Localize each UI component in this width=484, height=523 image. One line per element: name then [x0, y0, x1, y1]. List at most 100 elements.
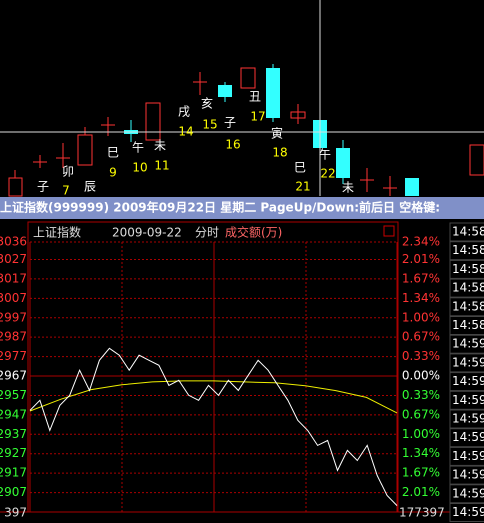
price-tick: 3017	[0, 271, 27, 285]
candle	[336, 148, 350, 178]
time-cell	[449, 465, 484, 485]
zodiac-label: 戌	[178, 105, 190, 119]
time-cell	[449, 353, 484, 373]
candle	[266, 68, 280, 118]
header-volume: 成交额(万)	[225, 225, 282, 240]
time-cell	[449, 297, 484, 317]
zodiac-label: 辰	[84, 180, 96, 194]
price-tick: 2917	[0, 466, 27, 480]
day-label: 15	[202, 118, 217, 132]
percent-tick: 1.34%	[402, 446, 440, 460]
time-label: 14:59	[452, 374, 484, 388]
header-mode: 分时	[195, 226, 219, 240]
zodiac-label: 子	[37, 180, 49, 194]
percent-tick: 2.01%	[402, 252, 440, 266]
price-tick: 2977	[0, 349, 27, 363]
time-label: 14:59	[452, 449, 484, 463]
time-label: 14:59	[452, 430, 484, 444]
zodiac-label: 未	[342, 181, 354, 195]
day-label: 14	[178, 125, 193, 139]
time-label: 14:58	[452, 262, 484, 276]
time-label: 14:58	[452, 243, 484, 257]
percent-tick: 1.34%	[402, 291, 440, 305]
title-bar	[0, 197, 484, 219]
price-tick: 2927	[0, 446, 27, 460]
percent-tick: 1.67%	[402, 466, 440, 480]
volume-right: 177397	[399, 506, 445, 520]
volume-left: 397	[4, 506, 27, 520]
kline-panel: 子卯辰巳午未戌亥子丑寅巳午未79 10 1114 151617182122	[0, 0, 484, 198]
time-cell	[449, 316, 484, 335]
candle	[145, 102, 161, 141]
price-tick: 2997	[0, 310, 27, 324]
percent-tick: 0.67%	[402, 407, 440, 421]
percent-tick: 1.00%	[402, 310, 440, 324]
time-cell	[449, 484, 484, 504]
percent-tick: 2.34%	[402, 235, 440, 249]
price-tick: 2947	[0, 407, 27, 421]
candle	[469, 144, 484, 176]
day-label: 18	[272, 146, 287, 160]
zodiac-label: 丑	[249, 90, 261, 104]
price-line	[29, 347, 398, 506]
zodiac-label: 巳	[294, 161, 306, 175]
price-tick: 3007	[0, 291, 27, 305]
price-tick: 2987	[0, 330, 27, 344]
candle	[218, 85, 232, 97]
percent-tick: 1.67%	[402, 271, 440, 285]
time-cell	[449, 278, 484, 298]
time-label: 14:59	[452, 505, 484, 519]
zodiac-label: 未	[154, 139, 166, 153]
zodiac-label: 午	[132, 141, 144, 155]
time-label: 14:59	[452, 412, 484, 426]
header-date: 2009-09-22	[112, 226, 182, 240]
price-tick: 3027	[0, 252, 27, 266]
price-tick: 2957	[0, 388, 27, 402]
time-cell	[449, 428, 484, 448]
time-cell	[449, 372, 484, 392]
zodiac-label: 巳	[107, 146, 119, 160]
day-label: 22	[320, 167, 335, 181]
time-label: 14:58	[452, 318, 484, 332]
day-label: 7	[62, 184, 70, 198]
time-label: 14:58	[452, 299, 484, 313]
time-label: 14:59	[452, 337, 484, 351]
day-label: 17	[250, 110, 265, 124]
average-line	[29, 380, 398, 414]
time-cell	[449, 241, 484, 261]
price-tick: 2937	[0, 427, 27, 441]
time-label: 14:59	[452, 393, 484, 407]
time-cell	[449, 222, 484, 242]
day-label: 10	[132, 161, 147, 175]
day-label: 9	[109, 166, 117, 180]
percent-tick: 0.33%	[402, 388, 440, 402]
candle	[77, 134, 93, 166]
zodiac-label: 卯	[62, 165, 74, 179]
time-label: 14:58	[452, 225, 484, 239]
time-label: 14:59	[452, 355, 484, 369]
percent-tick: 2.01%	[402, 485, 440, 499]
panel-button[interactable]	[383, 225, 395, 237]
zodiac-label: 午	[319, 148, 331, 162]
price-tick: 3036	[0, 235, 27, 249]
time-cell	[449, 409, 484, 429]
zodiac-label: 子	[224, 116, 236, 130]
time-label: 14:59	[452, 468, 484, 482]
time-cell	[449, 334, 484, 354]
day-label: 21	[295, 180, 310, 194]
time-cell	[449, 390, 484, 410]
candle	[240, 67, 256, 89]
zodiac-label: 寅	[271, 126, 283, 141]
time-cell	[449, 259, 484, 279]
time-label: 14:59	[452, 486, 484, 500]
zodiac-label: 亥	[201, 97, 213, 111]
title-bar-text: 上证指数(999999) 2009年09月22日 星期二 PageUp/Down…	[0, 200, 440, 215]
percent-tick: 0.33%	[402, 349, 440, 363]
day-label: 16	[225, 138, 240, 152]
price-tick: 2907	[0, 485, 27, 499]
price-tick: 2967	[0, 369, 27, 383]
percent-tick: 0.00%	[402, 369, 440, 383]
time-cell	[449, 503, 484, 522]
candle	[290, 111, 306, 119]
